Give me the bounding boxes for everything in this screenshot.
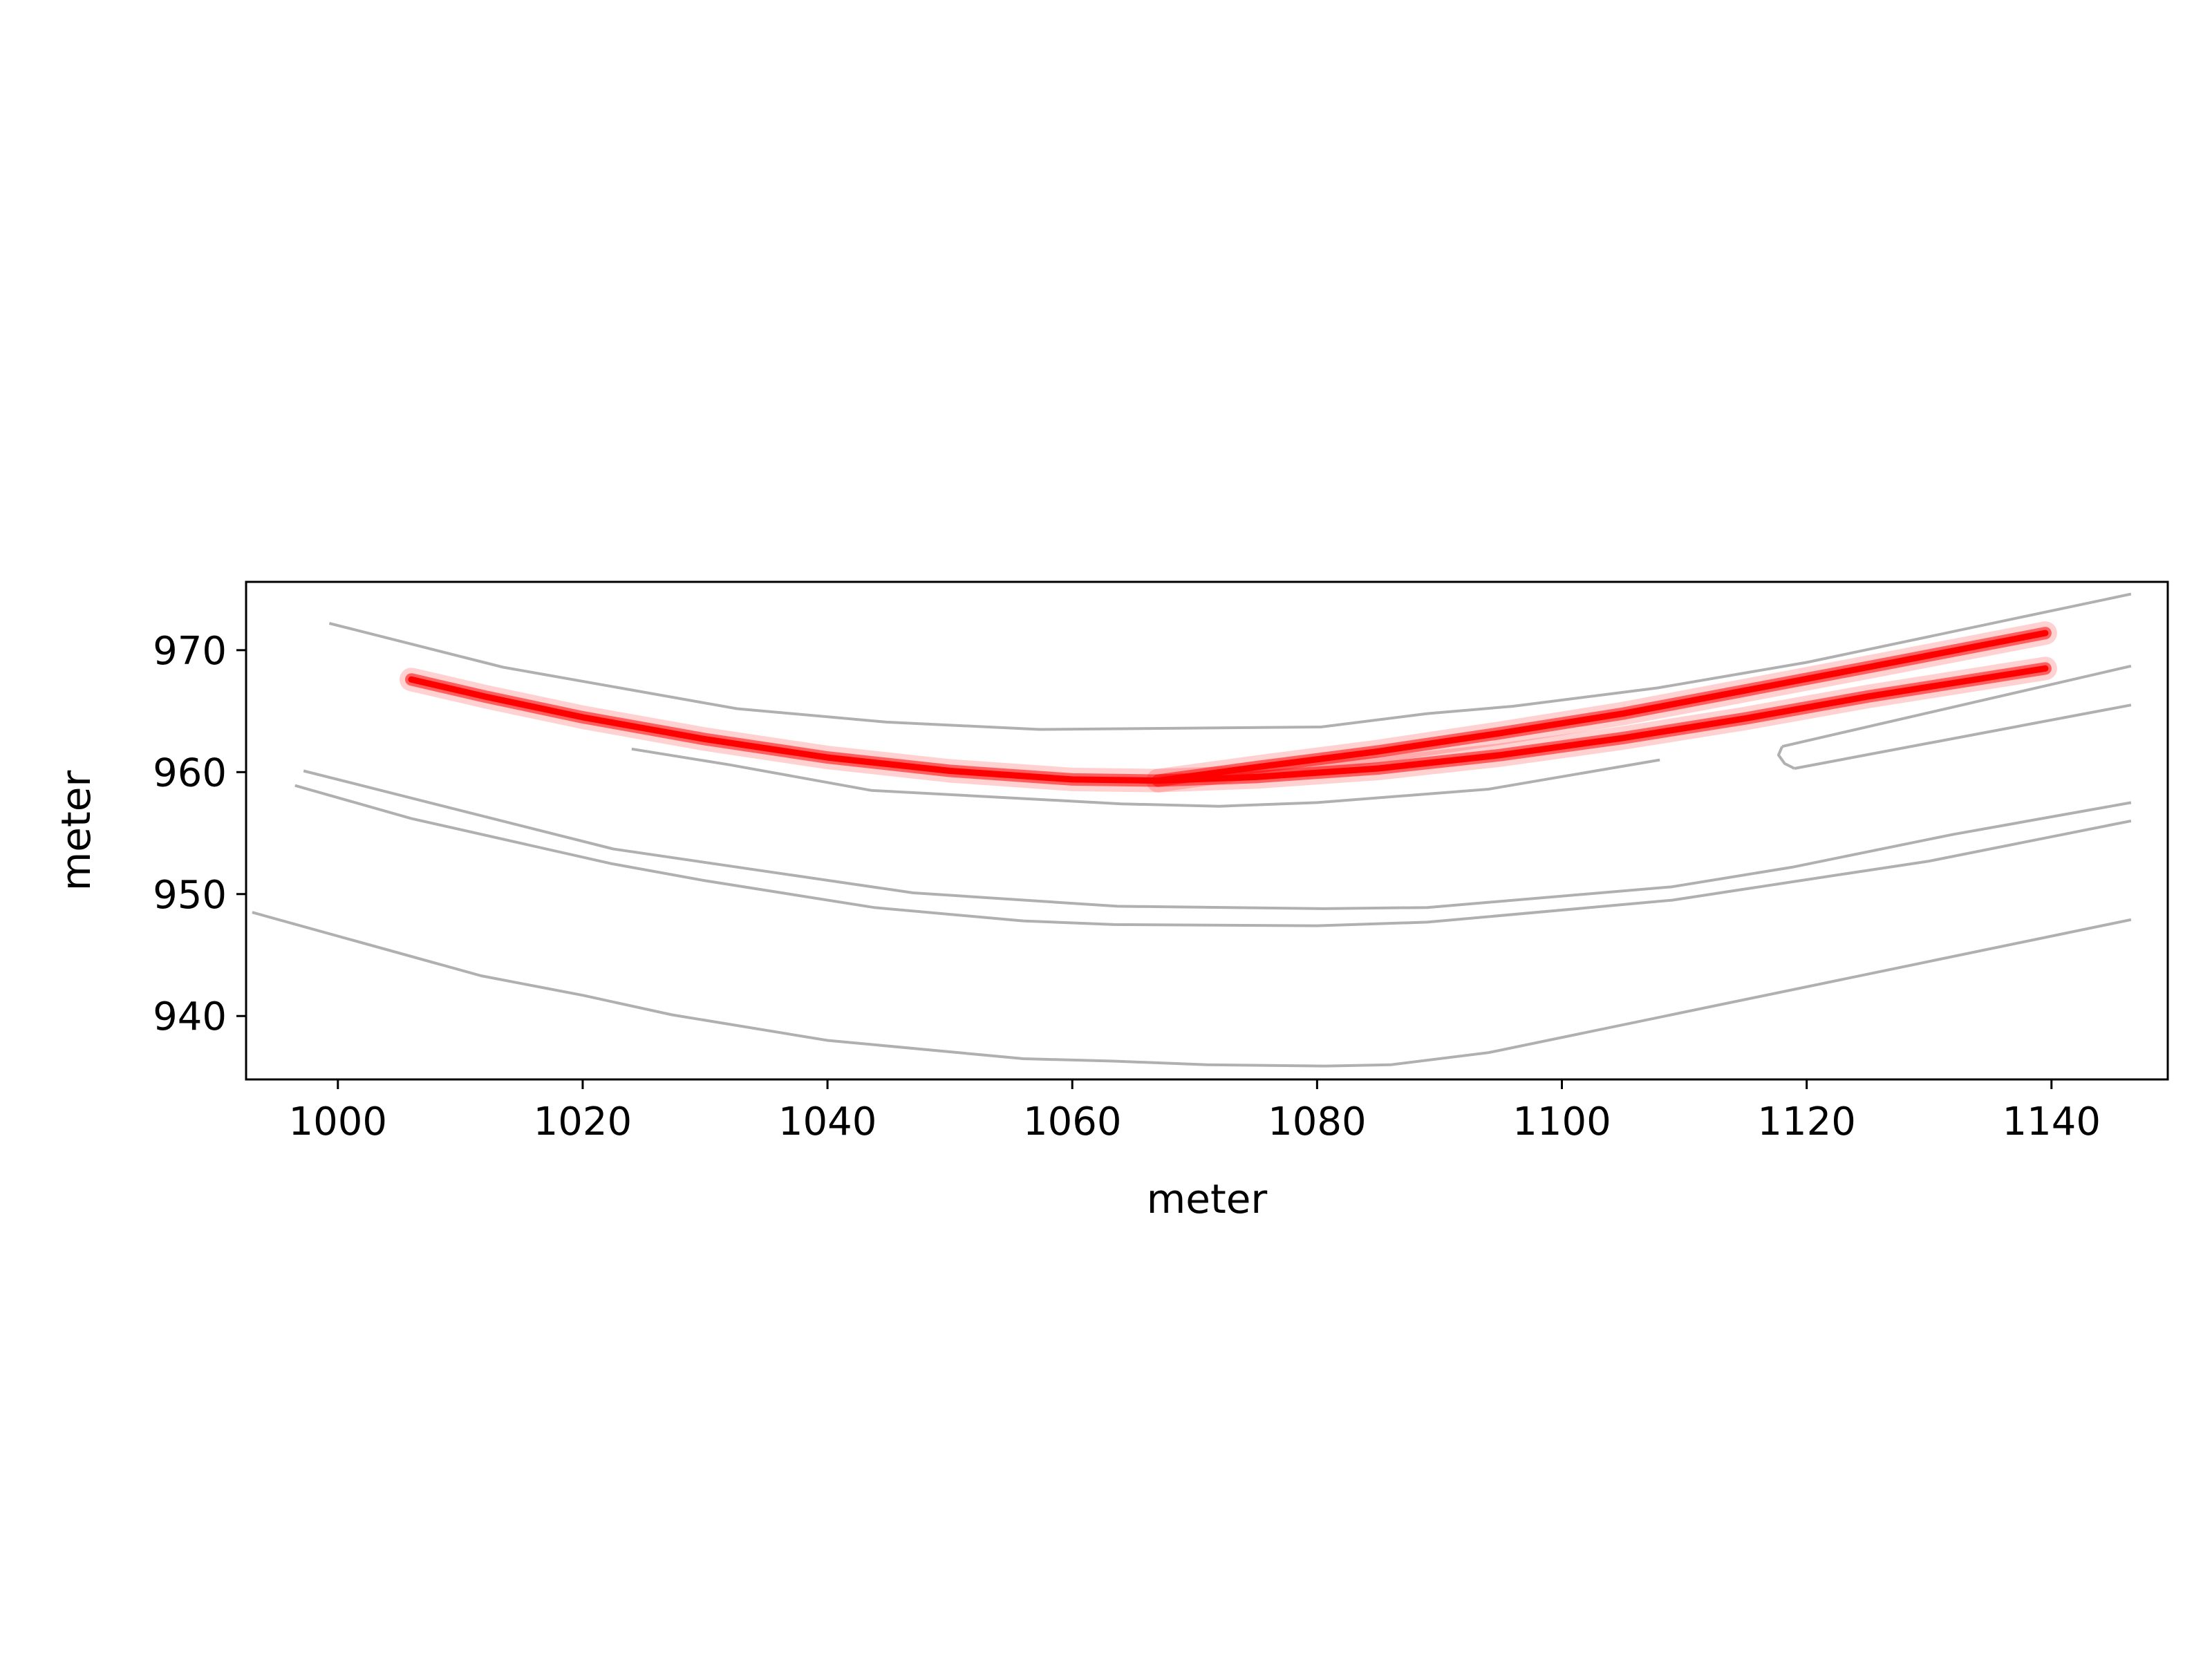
x-tick-label: 1060 — [1023, 1099, 1122, 1144]
y-axis-label: meter — [53, 771, 100, 891]
y-tick-label: 940 — [153, 994, 227, 1039]
trajectory-bundle-2 — [1146, 621, 2057, 793]
road-boundary-line-6 — [303, 769, 2132, 910]
trajectory-core — [1154, 630, 2049, 784]
x-tick-label: 1020 — [534, 1099, 632, 1144]
x-axis-label: meter — [1147, 1175, 1268, 1222]
road-boundary-line-1 — [328, 592, 2132, 731]
road-boundary-line-5 — [1777, 746, 1795, 770]
x-tick-label: 1080 — [1268, 1099, 1367, 1144]
x-tick-label: 1040 — [778, 1099, 877, 1144]
x-tick-label: 1140 — [2003, 1099, 2101, 1144]
road-boundary-line-4 — [1794, 703, 2132, 770]
x-tick-label: 1100 — [1512, 1099, 1611, 1144]
y-tick-label: 950 — [153, 873, 227, 918]
y-tick-label: 970 — [153, 629, 227, 674]
plot-area — [252, 592, 2132, 1068]
road-boundary-line-3 — [1781, 664, 2132, 748]
road-boundary-line-8 — [252, 911, 2132, 1068]
road-boundary-line-2 — [631, 747, 1660, 808]
x-tick-label: 1120 — [1757, 1099, 1856, 1144]
axis-ticks: 1000 1020 1040 1060 1080 1100 1120 1140 940 950 96… — [153, 629, 2101, 1144]
y-tick-label: 960 — [153, 750, 227, 795]
road-boundary-line-7 — [294, 784, 2132, 927]
axes-frame — [245, 580, 2169, 1081]
x-tick-label: 1000 — [289, 1099, 388, 1144]
